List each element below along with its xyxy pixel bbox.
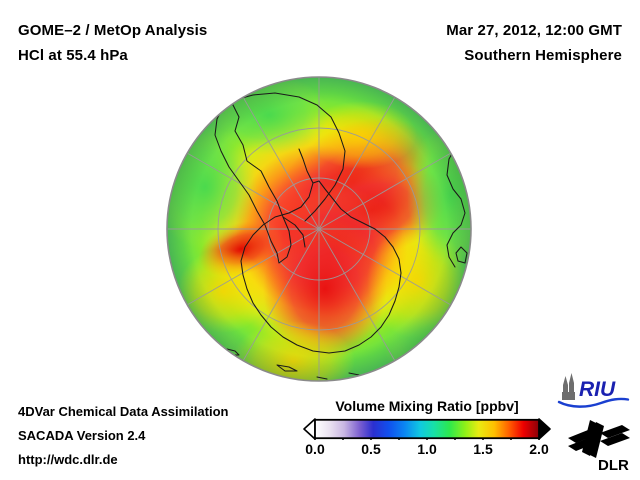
colorbar-under-arrow bbox=[303, 418, 316, 440]
colorbar-tick-labels: 0.0 0.5 1.0 1.5 2.0 bbox=[303, 441, 551, 461]
globe-rim bbox=[166, 76, 472, 382]
colorbar-tick-2: 1.0 bbox=[417, 441, 437, 457]
graticule-parallels bbox=[217, 127, 421, 331]
colorbar-tick-0: 0.0 bbox=[305, 441, 325, 457]
page-title: GOME–2 / MetOp Analysis bbox=[18, 22, 208, 39]
colorbar-tick-1: 0.5 bbox=[361, 441, 381, 457]
footer-credits: 4DVar Chemical Data Assimilation SACADA … bbox=[18, 400, 229, 472]
credit-line-url: http://wdc.dlr.de bbox=[18, 452, 118, 467]
riu-wave-icon bbox=[557, 397, 630, 408]
colorbar-block: Volume Mixing Ratio [ppbv] bbox=[303, 398, 551, 461]
page-subtitle: HCl at 55.4 hPa bbox=[18, 47, 128, 64]
colorbar-over-arrow bbox=[538, 418, 551, 440]
dlr-logo-svg: DLR bbox=[568, 420, 630, 474]
header-left-block: GOME–2 / MetOp Analysis HCl at 55.4 hPa bbox=[18, 18, 207, 68]
map-data-layer bbox=[167, 77, 471, 381]
credit-line-version: SACADA Version 2.4 bbox=[18, 428, 146, 443]
dlr-wordmark: DLR bbox=[598, 457, 629, 474]
dlr-logo: DLR bbox=[566, 416, 632, 474]
dlr-mark-icon bbox=[568, 420, 630, 458]
riu-wordmark: RIU bbox=[579, 378, 616, 401]
graticule-meridians bbox=[167, 77, 471, 381]
riu-logo: RIU bbox=[557, 372, 631, 410]
riu-logo-svg: RIU bbox=[557, 373, 630, 408]
timestamp-label: Mar 27, 2012, 12:00 GMT bbox=[446, 22, 622, 39]
colorbar-tick-4: 2.0 bbox=[529, 441, 549, 457]
colorbar-gradient bbox=[315, 419, 539, 439]
colorbar-tick-3: 1.5 bbox=[473, 441, 493, 457]
colorbar-title: Volume Mixing Ratio [ppbv] bbox=[335, 398, 519, 414]
hemisphere-label: Southern Hemisphere bbox=[464, 47, 622, 64]
globe-svg bbox=[166, 76, 472, 382]
colorbar-ticks bbox=[314, 438, 540, 440]
credit-line-method: 4DVar Chemical Data Assimilation bbox=[18, 404, 229, 419]
cathedral-towers-icon bbox=[562, 373, 575, 400]
globe-map bbox=[165, 75, 473, 383]
colorbar-scale bbox=[303, 418, 551, 440]
header-right-block: Mar 27, 2012, 12:00 GMT Southern Hemisph… bbox=[446, 18, 622, 68]
